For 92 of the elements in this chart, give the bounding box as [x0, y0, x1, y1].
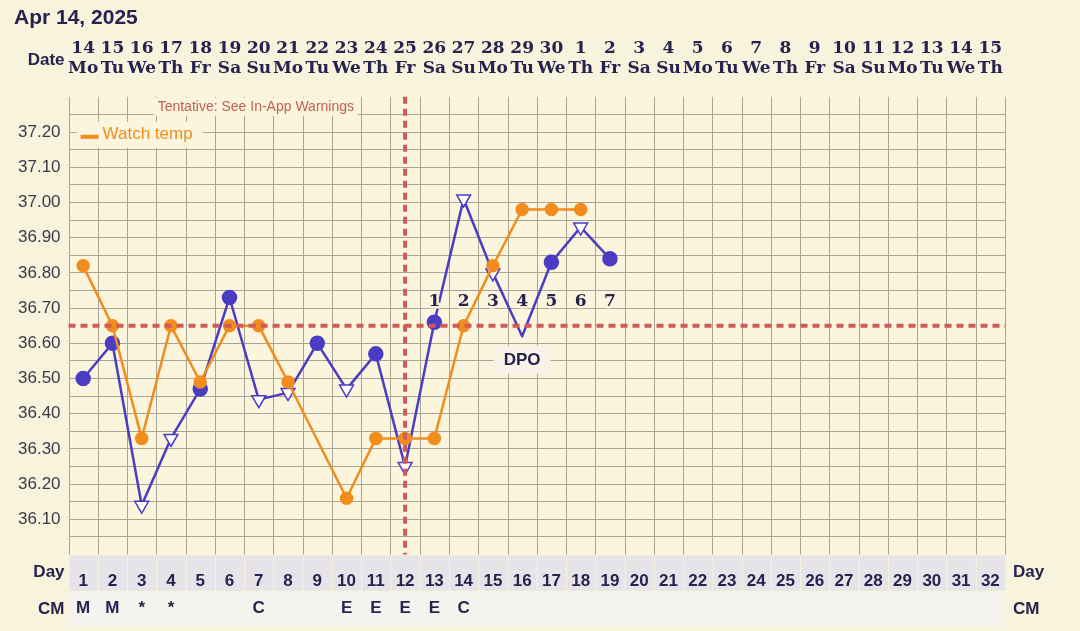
x-tick-label: 19 — [600, 570, 620, 590]
x-tick-label: 2 M — [105, 570, 120, 618]
x-tick-label: 7 C — [252, 570, 265, 618]
y-tick-label: 36.90 — [17, 227, 61, 247]
x-tick-label: 11 E — [366, 570, 385, 618]
x2-tick-label: 2 Fr — [599, 36, 622, 78]
x-tick-label: 10 E — [337, 570, 357, 618]
x2-tick-label: 24 Th — [363, 36, 389, 78]
x2-tick-label: 9 Fr — [804, 36, 827, 78]
x2-tick-label: 13 Tu — [920, 36, 944, 78]
x2-tick-label: 15 Th — [977, 36, 1003, 78]
x-tick-label: 12 E — [395, 570, 415, 618]
x-tick-label: 15 — [483, 570, 503, 590]
y-tick-label: 37.00 — [17, 192, 61, 212]
x-tick-label: 26 — [805, 570, 825, 590]
annotation: 2 — [457, 290, 470, 311]
x2-tick-label: 18 Fr — [188, 36, 213, 78]
text: Day — [1013, 562, 1045, 582]
x2-axis-title: Date — [27, 49, 65, 69]
x-tick-label: 27 — [834, 570, 854, 590]
y-tick-label: 36.50 — [17, 368, 61, 388]
x2-tick-label: 7 We — [740, 36, 771, 78]
annotation: 5 — [545, 290, 558, 311]
x2-tick-label: 26 Sa — [422, 36, 447, 78]
x-tick-label: 4 * — [166, 570, 177, 618]
y-tick-label: 36.30 — [17, 438, 61, 458]
x-tick-label: 30 — [922, 570, 942, 590]
x-tick-label: 8 — [283, 570, 293, 590]
x2-tick-label: 17 Th — [158, 36, 184, 78]
x2-tick-label: 21 Mo — [272, 36, 304, 78]
x2-tick-label: 30 We — [536, 36, 566, 78]
x2-tick-label: 11 Su — [860, 36, 886, 78]
x-tick-label: 28 — [863, 570, 883, 590]
x-tick-label: 31 — [951, 570, 971, 590]
y-tick-label: 37.20 — [17, 121, 61, 141]
x-tick-label: 20 — [629, 570, 649, 590]
x2-tick-label: 14 Mo — [68, 36, 99, 78]
x2-tick-label: 14 We — [945, 36, 976, 78]
x-tick-label: 17 — [541, 570, 561, 590]
x-tick-label: 16 — [512, 570, 532, 590]
annotation: 7 — [604, 290, 616, 311]
y-tick-label: 36.80 — [17, 262, 61, 282]
text: CM — [1013, 598, 1040, 618]
x-axis-title: Day — [33, 562, 66, 582]
y-tick-label: 36.60 — [17, 333, 61, 352]
x2-tick-label: 6 Tu — [715, 36, 739, 78]
x2-tick-label: 3 Sa — [627, 36, 651, 78]
x2-tick-label: 23 We — [331, 36, 361, 78]
annotation: 4 — [516, 290, 529, 311]
x-tick-label: 32 — [980, 570, 1000, 590]
x-tick-label: 5 — [195, 570, 205, 590]
x-tick-label: 18 — [571, 570, 591, 590]
x2-tick-label: 15 Tu — [100, 36, 125, 78]
x2-tick-label: 20 Su — [246, 36, 272, 78]
x2-tick-label: 5 Mo — [682, 36, 713, 78]
x2-tick-label: 19 Sa — [217, 36, 242, 78]
chart-title: Apr 14, 2025 — [14, 4, 139, 28]
x-tick-label: 24 — [746, 570, 767, 590]
annotation: 6 — [574, 290, 587, 311]
text: CM — [38, 598, 65, 618]
x2-tick-label: 4 Su — [656, 36, 681, 78]
annotation: Tentative: See In-App Warnings — [157, 97, 355, 114]
x2-tick-label: 1 Th — [568, 36, 594, 78]
x-tick-label: 9 — [312, 570, 323, 590]
y-tick-label: 36.40 — [17, 403, 61, 423]
x2-tick-label: 25 Fr — [393, 36, 417, 78]
x-tick-label: 29 — [893, 570, 913, 590]
text: 36.10 — [17, 509, 61, 529]
x2-tick-label: 10 Sa — [832, 36, 857, 78]
x-tick-label: 25 — [776, 570, 795, 590]
legend-label: Watch temp — [102, 124, 193, 144]
x-tick-label: 22 — [688, 570, 708, 590]
x-tick-label: 14 C — [454, 570, 474, 618]
x-tick-label: 21 — [659, 570, 678, 590]
y-tick-label: 36.20 — [17, 473, 61, 493]
annotation: 1 — [428, 290, 441, 311]
y-tick-label: 36.70 — [17, 297, 61, 317]
x2-tick-label: 8 Th — [773, 36, 799, 78]
x2-tick-label: 27 Su — [451, 36, 476, 78]
x2-tick-label: 28 Mo — [477, 36, 508, 78]
x-tick-label: 3 * — [136, 570, 147, 618]
x-tick-label: 13 E — [424, 570, 444, 618]
y-tick-label: 37.10 — [17, 156, 61, 176]
x2-tick-label: 12 Mo — [887, 36, 918, 78]
annotation: 3 — [486, 290, 499, 311]
x-tick-label: 1 M — [76, 570, 91, 618]
x-tick-label: 6 — [224, 570, 235, 590]
x2-tick-label: 29 Tu — [510, 36, 534, 78]
x2-tick-label: 22 Tu — [305, 36, 330, 78]
x-tick-label: 23 — [717, 570, 737, 590]
annotation: DPO — [503, 350, 541, 370]
x2-tick-label: 16 We — [126, 36, 157, 78]
